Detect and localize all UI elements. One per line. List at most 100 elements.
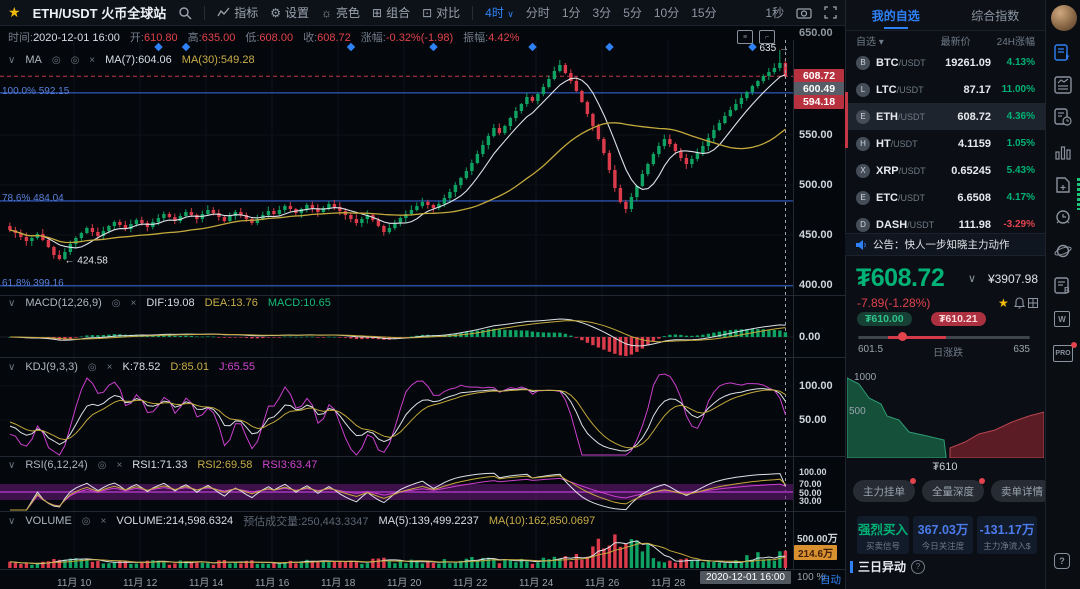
close-icon[interactable]: ×	[100, 515, 107, 527]
coin-quote: /USDT	[898, 57, 926, 68]
coin-row-dash[interactable]: D DASH/USDT 111.98 -3.29%	[846, 211, 1045, 238]
announcement-bar[interactable]: 公告：快人一步知晓主力动作	[845, 233, 1045, 256]
three-day-section: 三日异动 ?	[850, 558, 926, 575]
button-sell-detail[interactable]: 卖单详情	[991, 480, 1053, 502]
interval-15m[interactable]: 15分	[691, 6, 717, 20]
coin-row-ltc[interactable]: L LTC/USDT 87.17 11.00%	[846, 76, 1045, 103]
coin-change: 11.00%	[1001, 84, 1035, 95]
close-icon[interactable]: ×	[130, 297, 137, 309]
time-tick: 11月 24	[519, 578, 554, 589]
coin-row-xrp[interactable]: X XRP/USDT 0.65245 5.43%	[846, 157, 1045, 184]
stat-attention[interactable]: 367.03万 今日关注度	[913, 516, 973, 554]
macd-legend: ∨ MACD(12,26,9) ◎ × DIF:19.08 DEA:13.76 …	[8, 297, 331, 309]
time-axis[interactable]: 11月 10 11月 12 11月 14 11月 16 11月 18 11月 20 11月 …	[0, 570, 845, 589]
compare-icon: ⊡	[422, 5, 433, 20]
w-icon[interactable]: W	[1054, 311, 1070, 327]
coin-symbol: ETC	[876, 191, 898, 204]
fiat-price: ¥3907.98	[987, 272, 1038, 286]
depth-chart[interactable]	[847, 364, 1044, 458]
menu-settings[interactable]: ⚙ 设置	[270, 5, 309, 21]
kline-list-icon[interactable]: ≡	[737, 30, 753, 44]
eye-icon[interactable]: ◎	[87, 361, 97, 373]
coin-row-eth[interactable]: E ETH/USDT 608.72 4.36%	[846, 103, 1045, 130]
interval-active[interactable]: 4时 ∨	[485, 6, 514, 20]
coin-quote: /USDT	[898, 165, 926, 176]
eye-icon[interactable]: ◎	[111, 297, 121, 309]
menu-layout[interactable]: ⊞ 组合	[372, 5, 411, 21]
eye-icon[interactable]: ◎	[97, 459, 107, 471]
auto-scale-button[interactable]: 自动	[820, 574, 841, 586]
alert-icon[interactable]: ⌐	[759, 30, 775, 44]
coin-row-btc[interactable]: B BTC/USDT 19261.09 4.13%	[846, 49, 1045, 76]
price-change: -7.89(-1.28%)	[857, 296, 931, 310]
interval-timeline[interactable]: 分时	[525, 6, 550, 20]
range-high: 635	[1013, 344, 1030, 355]
fullscreen-icon[interactable]	[824, 6, 837, 19]
coin-symbol: HT	[876, 137, 891, 150]
button-main-orders[interactable]: 主力挂单	[853, 478, 916, 502]
favorite-icon[interactable]: ★	[998, 296, 1009, 310]
interval-10m[interactable]: 10分	[653, 6, 680, 20]
rsi-legend: ∨ RSI(6,12,24) ◎ × RSI1:71.33 RSI2:69.58…	[8, 459, 318, 471]
chart-doc-icon[interactable]	[1054, 76, 1072, 94]
rsi-axis-100: 100.00	[799, 467, 827, 477]
eye-icon[interactable]: ◎	[81, 515, 91, 527]
collapse-icon[interactable]: ∨	[8, 459, 16, 471]
menu-indicators[interactable]: 指标	[217, 4, 258, 21]
close-icon[interactable]: ×	[89, 54, 96, 66]
column-change: 24H涨幅	[996, 36, 1035, 48]
pro-icon[interactable]: PRO	[1053, 345, 1073, 362]
ma7-value: MA(7):604.06	[105, 54, 172, 66]
file-plus-icon[interactable]	[1054, 176, 1072, 194]
help-icon[interactable]: ?	[1054, 553, 1070, 569]
alarm-clock-icon[interactable]	[1054, 208, 1072, 226]
close-icon[interactable]: ×	[106, 361, 113, 373]
interval-1m[interactable]: 1分	[561, 6, 581, 20]
eye-icon[interactable]: ◎	[51, 54, 61, 66]
interval-1s[interactable]: 1秒	[765, 6, 784, 20]
time-tick: 11月 12	[123, 578, 158, 589]
menu-theme[interactable]: ☼ 亮色	[321, 5, 361, 21]
coin-price: 87.17	[963, 83, 991, 96]
watchlist-doc-icon[interactable]	[1054, 44, 1072, 62]
coin-icon: L	[856, 82, 870, 97]
coin-row-ht[interactable]: H HT/USDT 4.1159 1.05%	[846, 130, 1045, 157]
tab-composite-index[interactable]: 综合指数	[971, 8, 1020, 23]
indicator-icon	[217, 7, 230, 17]
svg-text:635 →: 635 →	[760, 43, 789, 54]
interval-3m[interactable]: 3分	[592, 6, 612, 20]
avatar[interactable]	[1051, 5, 1077, 31]
bell-icon[interactable]	[1014, 297, 1025, 309]
favorite-star-icon[interactable]: ★	[8, 4, 21, 20]
menu-compare[interactable]: ⊡ 对比	[422, 5, 461, 21]
column-watchlist[interactable]: 自选 ▾	[856, 36, 884, 48]
search-icon[interactable]	[178, 6, 192, 20]
close-icon[interactable]: ×	[116, 459, 123, 471]
collapse-icon[interactable]: ∨	[8, 361, 16, 373]
interval-5m[interactable]: 5分	[623, 6, 642, 20]
camera-icon[interactable]	[796, 6, 812, 19]
price-caret-icon[interactable]: ∨	[968, 273, 977, 285]
depth-grid-icon[interactable]	[1028, 298, 1038, 308]
list-scrollbar[interactable]	[845, 92, 848, 148]
collapse-icon[interactable]: ∨	[8, 54, 16, 66]
planet-icon[interactable]	[1054, 242, 1072, 260]
candlestick-chart[interactable]: ← 424.58 635 →	[0, 40, 845, 570]
stat-signal[interactable]: 强烈买入 买卖信号	[857, 516, 909, 554]
collapse-icon[interactable]: ∨	[8, 297, 16, 309]
axis-650: 650.00	[799, 27, 833, 39]
button-full-depth[interactable]: 全量深度	[922, 478, 985, 502]
info-icon[interactable]: ?	[911, 559, 926, 574]
volume-ma5: MA(5):139,499.2237	[378, 515, 479, 527]
bar-chart-icon[interactable]	[1054, 143, 1072, 161]
eye-icon[interactable]: ◎	[70, 54, 80, 66]
doc-b-icon[interactable]: B	[1054, 277, 1072, 295]
ask-price-pill: ₮610.21	[931, 312, 986, 326]
collapse-icon[interactable]: ∨	[8, 515, 16, 527]
stat-netflow[interactable]: -131.17万 主力净流入$	[977, 516, 1037, 554]
kdj-legend: ∨ KDJ(9,3,3) ◎ × K:78.52 D:85.01 J:65.55	[8, 361, 256, 373]
doc-clock-icon[interactable]	[1054, 108, 1072, 126]
coin-row-etc[interactable]: E ETC/USDT 6.6508 4.17%	[846, 184, 1045, 211]
day-range-handle[interactable]	[898, 332, 907, 341]
tab-my-watchlist[interactable]: 我的自选	[846, 0, 946, 30]
